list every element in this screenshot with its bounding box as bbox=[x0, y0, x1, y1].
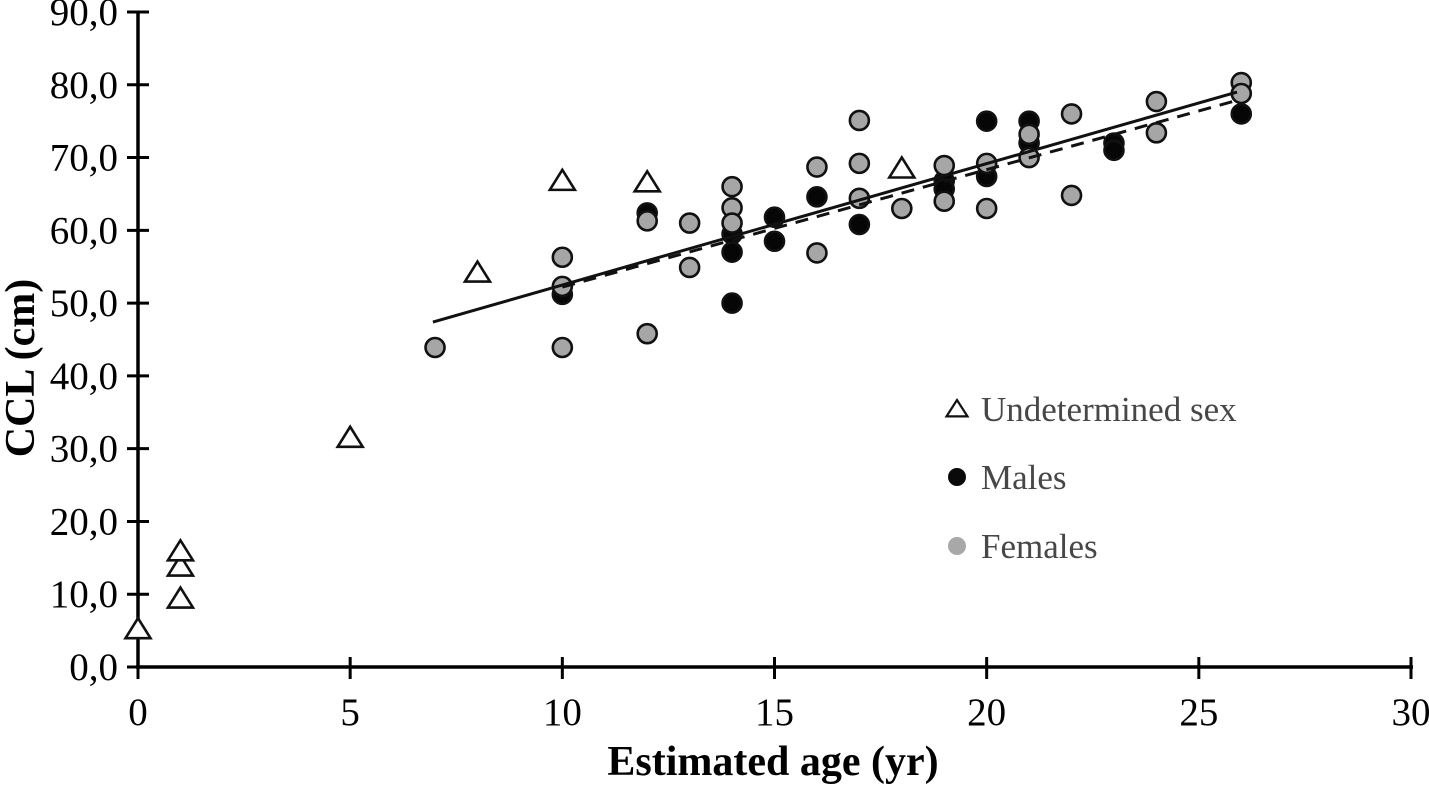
data-point-male bbox=[806, 186, 828, 208]
y-tick-label: 40,0 bbox=[50, 355, 118, 398]
data-point-female bbox=[678, 212, 701, 234]
data-point-female bbox=[424, 336, 446, 359]
data-point-undetermined bbox=[165, 553, 196, 577]
data-point-female bbox=[551, 246, 574, 269]
data-point-male bbox=[1230, 103, 1253, 125]
y-tick-label: 0,0 bbox=[69, 646, 118, 689]
legend: Undetermined sex Males Females bbox=[944, 390, 1237, 566]
x-axis-title: Estimated age (yr) bbox=[607, 739, 938, 785]
data-point-female bbox=[806, 242, 828, 264]
data-point-female bbox=[1060, 184, 1083, 207]
data-point-undetermined bbox=[632, 168, 663, 193]
y-tick-label: 70,0 bbox=[50, 137, 118, 180]
legend-label: Undetermined sex bbox=[981, 390, 1237, 429]
data-point-female bbox=[636, 210, 659, 232]
y-tick-label: 60,0 bbox=[50, 209, 118, 252]
data-point-female bbox=[933, 190, 956, 213]
x-tick-label: 30 bbox=[1392, 691, 1429, 734]
data-point-male bbox=[721, 292, 743, 314]
x-tick-label: 10 bbox=[543, 691, 582, 734]
x-tick-label: 5 bbox=[340, 691, 360, 734]
data-point-female bbox=[890, 197, 913, 220]
y-tick-label: 20,0 bbox=[50, 500, 118, 543]
data-point-female bbox=[975, 197, 998, 220]
data-point-male bbox=[848, 213, 871, 236]
legend-males-circle-icon bbox=[948, 468, 966, 486]
data-point-female bbox=[1145, 122, 1168, 144]
data-point-female bbox=[848, 152, 871, 175]
y-tick-label: 10,0 bbox=[50, 573, 118, 616]
x-tick-label: 0 bbox=[128, 691, 148, 734]
y-tick-label: 30,0 bbox=[50, 428, 118, 471]
data-point-male bbox=[763, 230, 786, 253]
legend-label: Males bbox=[981, 458, 1067, 497]
data-point-undetermined bbox=[886, 155, 917, 179]
data-point-male bbox=[1103, 139, 1125, 162]
data-point-undetermined bbox=[165, 537, 196, 562]
axes-group: 0,0 10,0 20,0 30,0 40,0 50,0 60,0 70,0 80,0 90,0 0… bbox=[50, 0, 1429, 734]
data-point-female bbox=[721, 212, 743, 234]
data-point-undetermined bbox=[123, 615, 153, 640]
data-point-undetermined bbox=[462, 259, 493, 283]
legend-undetermined-triangle-icon bbox=[944, 397, 970, 418]
data-point-undetermined bbox=[335, 424, 366, 449]
y-tick-label: 50,0 bbox=[50, 282, 118, 325]
data-point-female bbox=[721, 175, 743, 198]
legend-females-circle-icon bbox=[948, 537, 966, 555]
data-point-female bbox=[1145, 90, 1168, 113]
data-point-undetermined bbox=[547, 167, 578, 192]
data-point-female bbox=[1060, 103, 1083, 125]
data-point-female bbox=[551, 336, 574, 359]
x-tick-label: 25 bbox=[1179, 691, 1218, 734]
x-tick-label: 15 bbox=[755, 691, 794, 734]
dashed-regression-line bbox=[561, 100, 1234, 289]
data-points-group bbox=[123, 71, 1253, 640]
trend-lines-group bbox=[432, 90, 1238, 324]
data-point-male bbox=[975, 110, 998, 132]
y-tick-label: 80,0 bbox=[50, 64, 118, 107]
data-point-female bbox=[933, 154, 956, 177]
x-tick-label: 20 bbox=[967, 691, 1006, 734]
y-tick-label: 90,0 bbox=[50, 0, 118, 34]
data-point-male bbox=[721, 241, 743, 263]
data-point-female bbox=[678, 256, 701, 279]
y-axis-title: CCL (cm) bbox=[0, 279, 44, 457]
data-point-undetermined bbox=[165, 585, 196, 609]
data-point-female bbox=[848, 109, 871, 132]
data-point-female bbox=[806, 156, 828, 178]
data-point-female bbox=[636, 322, 659, 345]
legend-label: Females bbox=[981, 527, 1098, 566]
data-point-female bbox=[1018, 123, 1040, 146]
solid-regression-line bbox=[432, 90, 1238, 324]
